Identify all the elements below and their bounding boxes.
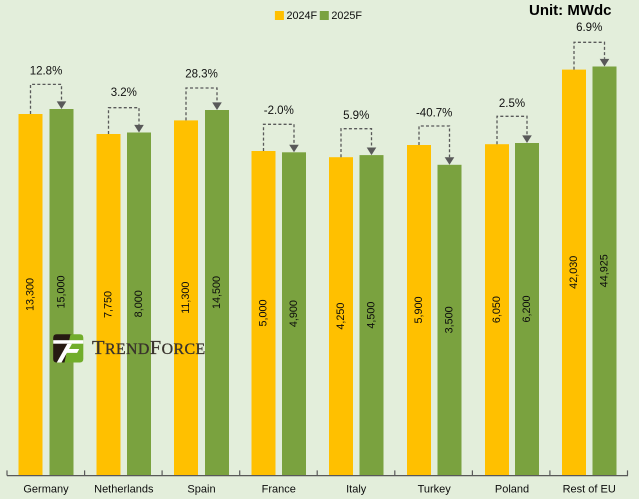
svg-text:15,000: 15,000	[56, 275, 68, 308]
svg-text:3.2%: 3.2%	[111, 87, 137, 99]
svg-text:14,500: 14,500	[211, 276, 223, 309]
svg-text:Poland: Poland	[495, 484, 529, 496]
svg-text:28.3%: 28.3%	[185, 69, 218, 81]
svg-text:4,250: 4,250	[335, 303, 347, 330]
svg-text:6,050: 6,050	[491, 296, 503, 323]
svg-text:7,750: 7,750	[103, 291, 115, 318]
svg-text:8,000: 8,000	[133, 290, 145, 317]
svg-text:2.5%: 2.5%	[499, 98, 525, 110]
svg-text:Netherlands: Netherlands	[94, 484, 154, 496]
svg-text:12.8%: 12.8%	[30, 65, 63, 77]
svg-text:Germany: Germany	[23, 484, 69, 496]
svg-text:6.9%: 6.9%	[576, 22, 602, 34]
svg-text:-2.0%: -2.0%	[264, 105, 294, 117]
svg-text:42,030: 42,030	[568, 256, 580, 289]
svg-text:France: France	[262, 484, 296, 496]
svg-text:2025F: 2025F	[331, 10, 362, 22]
svg-text:Rest of EU: Rest of EU	[563, 484, 616, 496]
svg-text:Turkey: Turkey	[418, 484, 452, 496]
svg-text:Unit: MWdc: Unit: MWdc	[529, 2, 611, 19]
svg-text:44,925: 44,925	[599, 254, 611, 287]
svg-text:13,300: 13,300	[25, 278, 37, 311]
svg-text:4,500: 4,500	[366, 302, 378, 329]
svg-text:6,200: 6,200	[521, 295, 533, 322]
svg-text:Spain: Spain	[187, 484, 215, 496]
svg-text:3,500: 3,500	[444, 306, 456, 333]
svg-text:Italy: Italy	[346, 484, 367, 496]
svg-text:2024F: 2024F	[287, 10, 318, 22]
svg-text:5,000: 5,000	[258, 299, 270, 326]
svg-text:5.9%: 5.9%	[343, 110, 369, 122]
svg-text:11,300: 11,300	[180, 282, 192, 314]
svg-text:TRENDFORCE: TRENDFORCE	[92, 337, 206, 359]
svg-text:-40.7%: -40.7%	[416, 107, 452, 119]
svg-text:4,900: 4,900	[288, 300, 300, 327]
svg-text:5,900: 5,900	[413, 296, 425, 323]
